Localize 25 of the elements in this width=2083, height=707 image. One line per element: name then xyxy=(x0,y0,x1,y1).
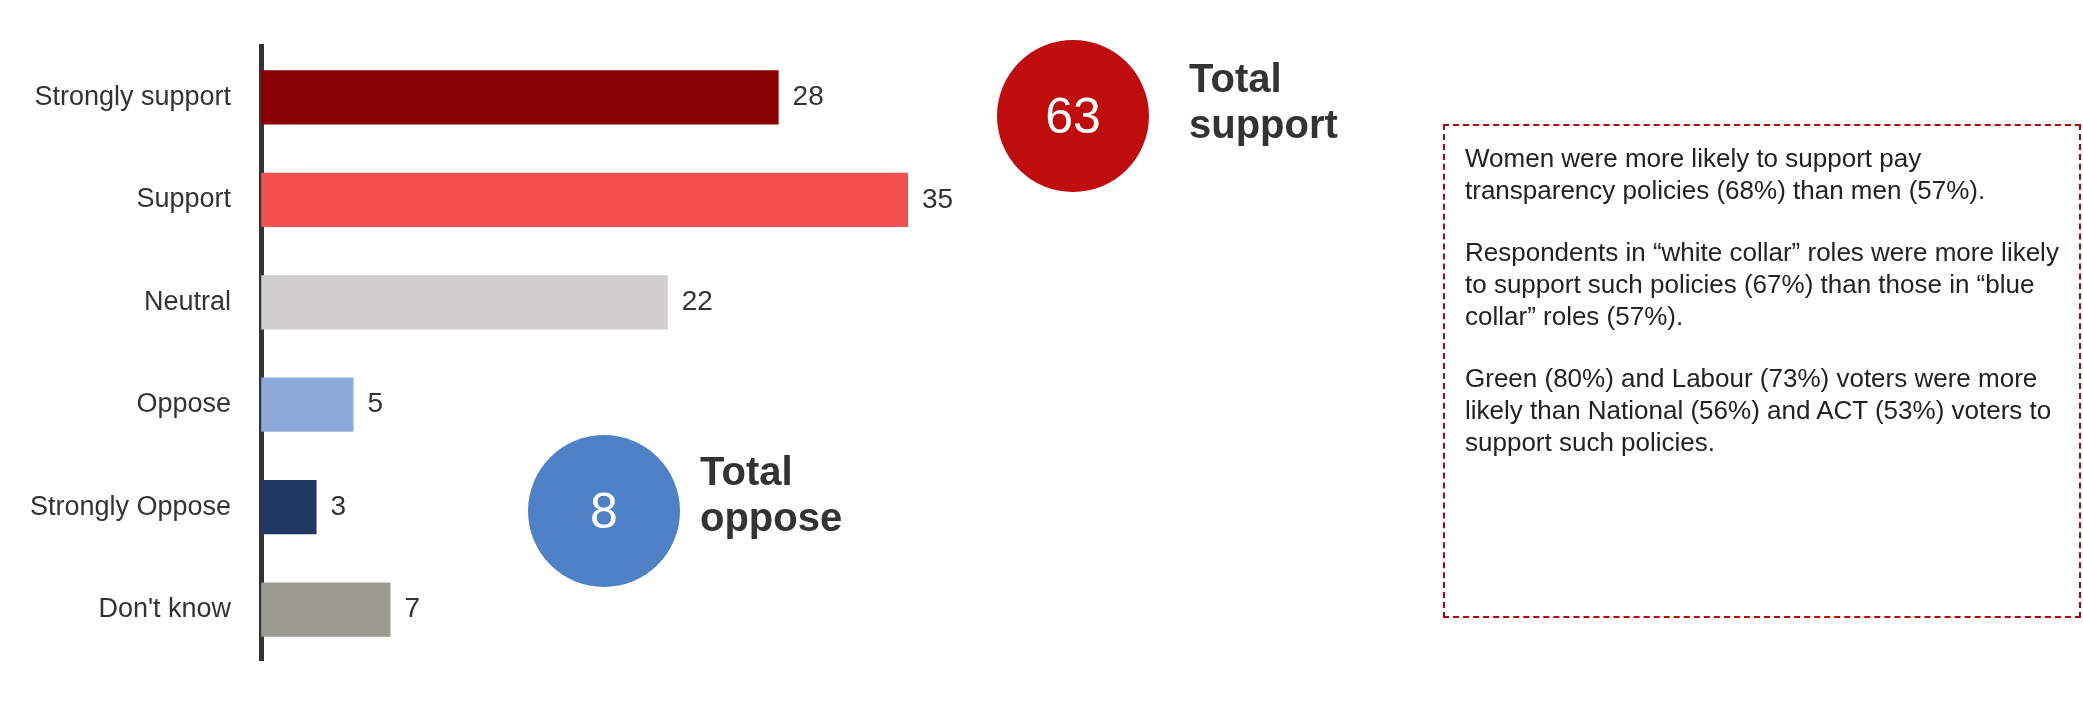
text: Women were more likely to support pay transparency policies (68%) than men (57%). xyxy=(1465,142,1987,206)
y-tick-label: Strongly Oppose xyxy=(29,490,232,521)
data-label: 3 xyxy=(330,489,347,521)
text: Total support xyxy=(1189,55,1339,147)
text: 63 xyxy=(997,40,1149,192)
annotation: 8 xyxy=(528,435,680,587)
bar xyxy=(261,275,668,330)
annotation: Total oppose xyxy=(700,448,844,540)
data-label: 35 xyxy=(922,182,954,214)
y-tick-label: Oppose xyxy=(136,388,232,419)
data-label: 5 xyxy=(367,387,384,419)
y-tick-label: Strongly support xyxy=(34,80,232,111)
bar xyxy=(261,172,908,227)
data-label: 28 xyxy=(792,80,824,112)
y-tick-label: Support xyxy=(136,183,232,214)
bar xyxy=(261,70,779,125)
text: Respondents in “white collar” roles were more likely to support such policies (67%) than those in “blue collar” roles (57%). xyxy=(1465,236,2059,332)
bar xyxy=(261,582,391,637)
text: Green (80%) and Labour (73%) voters were more likely than National (56%) and ACT (53%) voters to support such policies. xyxy=(1465,362,2053,458)
y-tick-label: Neutral xyxy=(144,285,232,316)
bar xyxy=(261,480,317,535)
data-label: 22 xyxy=(681,285,713,316)
bar xyxy=(261,377,354,432)
data-label: 7 xyxy=(404,592,421,624)
y-tick-label: Don't know xyxy=(98,593,232,624)
